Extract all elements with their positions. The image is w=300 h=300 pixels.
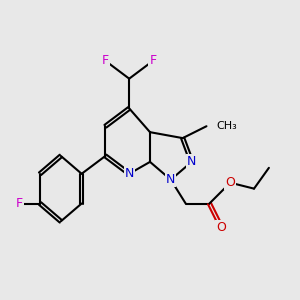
Text: F: F — [102, 54, 109, 67]
Text: O: O — [216, 221, 226, 234]
Text: CH₃: CH₃ — [217, 121, 238, 131]
Text: N: N — [166, 173, 176, 186]
Text: F: F — [149, 54, 157, 67]
Text: O: O — [225, 176, 235, 189]
Text: N: N — [187, 155, 196, 168]
Text: N: N — [124, 167, 134, 180]
Text: F: F — [16, 197, 23, 210]
